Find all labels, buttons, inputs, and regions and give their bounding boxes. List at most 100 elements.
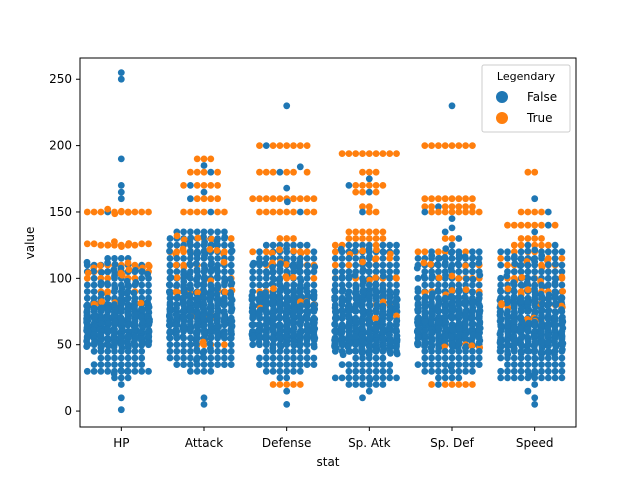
point-legendary-false <box>187 285 195 292</box>
point-legendary-false <box>276 335 284 342</box>
point-legendary-true <box>262 168 270 176</box>
point-legendary-false <box>132 267 139 274</box>
point-legendary-false <box>145 367 152 375</box>
point-legendary-true <box>448 203 456 211</box>
point-legendary-false <box>359 354 366 362</box>
point-legendary-true <box>504 221 511 229</box>
point-legendary-false <box>117 155 125 163</box>
point-legendary-false <box>346 348 353 355</box>
point-legendary-false <box>207 168 215 176</box>
point-legendary-false <box>386 268 394 276</box>
point-legendary-false <box>469 281 476 289</box>
point-legendary-false <box>538 354 545 362</box>
point-legendary-false <box>201 238 209 246</box>
point-legendary-false <box>290 241 297 249</box>
point-legendary-true <box>372 255 379 263</box>
point-legendary-false <box>262 241 270 249</box>
point-legendary-false <box>475 339 483 347</box>
point-legendary-true <box>249 248 257 256</box>
y-tick-label: 150 <box>49 205 72 219</box>
point-legendary-true <box>131 241 139 249</box>
point-legendary-false <box>462 347 469 355</box>
legend-label-true: True <box>526 111 553 125</box>
point-legendary-false <box>145 288 152 295</box>
point-legendary-false <box>538 338 546 346</box>
point-legendary-false <box>352 361 360 368</box>
point-legendary-true <box>310 274 318 282</box>
point-legendary-false <box>379 354 387 362</box>
point-legendary-false <box>358 318 365 326</box>
point-legendary-false <box>558 268 566 276</box>
point-legendary-true <box>524 235 532 242</box>
point-legendary-false <box>435 347 442 355</box>
point-legendary-false <box>262 255 270 262</box>
point-legendary-false <box>179 333 187 341</box>
y-tick-label: 100 <box>49 271 72 285</box>
point-legendary-false <box>352 307 360 315</box>
point-legendary-false <box>421 342 428 350</box>
point-legendary-true <box>359 150 366 158</box>
point-legendary-true <box>283 208 291 216</box>
point-legendary-false <box>435 361 442 368</box>
point-legendary-true <box>517 235 525 242</box>
point-legendary-false <box>532 298 539 306</box>
point-legendary-false <box>386 374 394 382</box>
point-legendary-false <box>303 354 311 362</box>
point-legendary-false <box>277 307 284 315</box>
point-legendary-false <box>201 252 208 260</box>
point-legendary-false <box>442 271 449 279</box>
point-legendary-false <box>441 347 449 355</box>
point-legendary-false <box>303 302 311 310</box>
point-legendary-false <box>227 347 235 355</box>
x-tick-label: Sp. Atk <box>348 436 391 450</box>
point-legendary-true <box>379 235 387 242</box>
point-legendary-false <box>510 374 518 382</box>
point-legendary-false <box>504 341 512 349</box>
point-legendary-false <box>104 294 112 302</box>
point-legendary-false <box>111 374 118 382</box>
point-legendary-true <box>455 275 462 282</box>
point-legendary-false <box>138 354 146 362</box>
point-legendary-false <box>353 340 361 347</box>
point-legendary-false <box>448 293 455 300</box>
point-legendary-false <box>269 347 277 355</box>
point-legendary-false <box>351 247 359 255</box>
point-legendary-false <box>207 367 215 375</box>
point-legendary-false <box>448 241 456 249</box>
point-legendary-false <box>331 268 339 276</box>
point-legendary-false <box>249 341 257 349</box>
point-legendary-false <box>379 292 387 300</box>
point-legendary-false <box>448 374 456 382</box>
point-legendary-false <box>255 258 263 266</box>
point-legendary-false <box>517 248 525 256</box>
point-legendary-false <box>352 255 360 262</box>
point-legendary-false <box>538 300 546 308</box>
point-legendary-true <box>435 248 442 256</box>
y-tick-label: 200 <box>49 139 72 153</box>
point-legendary-false <box>200 188 208 196</box>
x-tick-label: HP <box>113 436 129 450</box>
point-legendary-false <box>496 347 504 355</box>
point-legendary-false <box>558 281 566 289</box>
point-legendary-true <box>125 240 133 247</box>
point-legendary-false <box>448 367 456 375</box>
point-legendary-false <box>497 374 505 382</box>
point-legendary-false <box>463 275 470 283</box>
point-legendary-false <box>200 280 208 288</box>
point-legendary-false <box>359 286 367 294</box>
point-legendary-true <box>428 208 435 216</box>
point-legendary-false <box>359 208 366 216</box>
point-legendary-true <box>125 266 133 273</box>
point-legendary-false <box>441 281 449 289</box>
point-legendary-false <box>104 268 111 276</box>
point-legendary-false <box>173 241 181 249</box>
point-legendary-true <box>441 381 449 388</box>
point-legendary-false <box>392 300 400 307</box>
point-legendary-false <box>435 268 442 276</box>
point-legendary-false <box>352 261 360 269</box>
point-legendary-false <box>551 361 559 368</box>
point-legendary-false <box>90 304 98 312</box>
point-legendary-false <box>118 318 126 326</box>
point-legendary-false <box>434 261 441 268</box>
point-legendary-false <box>435 255 443 262</box>
